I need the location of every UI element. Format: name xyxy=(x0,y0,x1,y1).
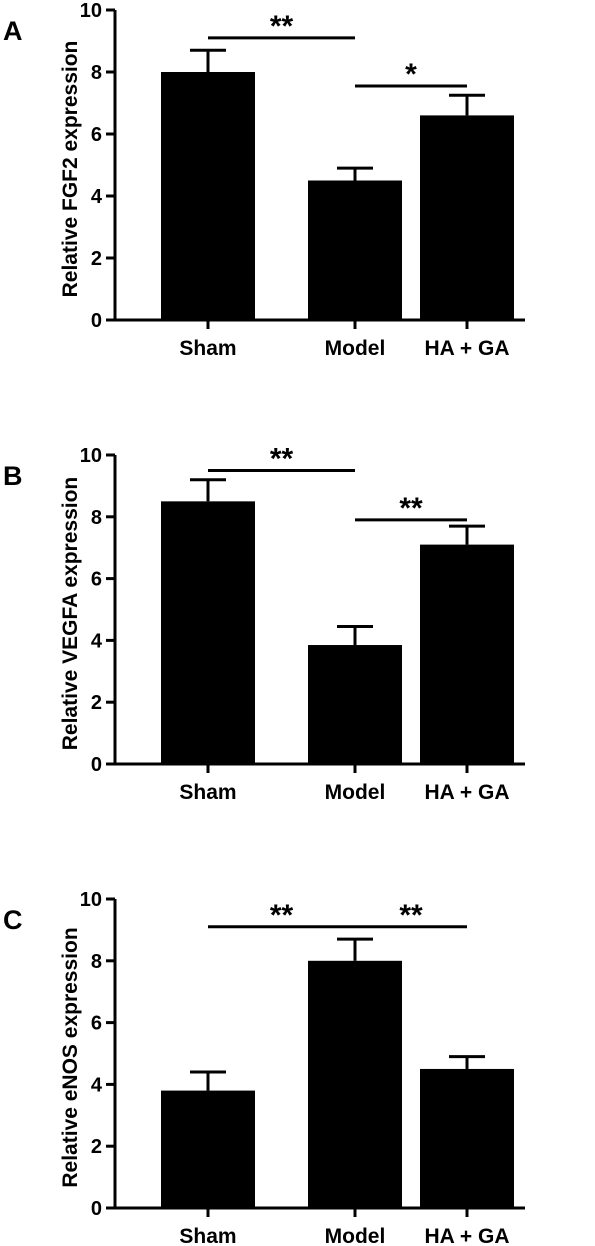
panel-c-y-tick-label: 10 xyxy=(80,889,102,911)
panel-a-bar xyxy=(161,72,255,320)
panel-a-x-tick-label: Model xyxy=(325,337,386,360)
panel-b-bar xyxy=(308,645,402,764)
panel-a-bar xyxy=(420,115,514,321)
panel-b-x-tick-label: Model xyxy=(325,781,386,804)
panel-c-significance-label: ** xyxy=(399,899,423,932)
panel-c-y-tick-label: 6 xyxy=(91,1013,102,1035)
panel-a-x-tick-label: Sham xyxy=(179,337,236,360)
panel-a-y-tick-label: 0 xyxy=(91,310,102,332)
panel-c-x-tick-label: Model xyxy=(325,1225,386,1246)
panel-c-x-tick-label: Sham xyxy=(179,1225,236,1246)
chart-panel-b: B Relative VEGFA expression 0 2 4 6 8 10 Sham Mod… xyxy=(3,442,525,804)
panel-b-y-tick-label: 0 xyxy=(91,754,102,776)
panel-b-y-axis-label: Relative VEGFA expression xyxy=(59,477,82,751)
panel-b-y-tick-label: 10 xyxy=(80,445,102,467)
panel-c-y-tick-label: 4 xyxy=(91,1074,103,1096)
panel-a-bar xyxy=(308,180,402,320)
panel-c-label: C xyxy=(3,905,23,935)
panel-a-y-tick-label: 4 xyxy=(91,186,103,208)
chart-panel-a: A Relative FGF2 expression 0 2 4 6 8 10 Sham Mode… xyxy=(3,0,525,360)
panel-c-x-tick-label: HA + GA xyxy=(425,1225,510,1246)
chart-panel-c: C Relative eNOS expression 0 2 4 6 8 10 Sham Mode… xyxy=(3,889,525,1246)
panel-a-significance-label: * xyxy=(405,58,417,91)
panel-a-x-tick-label: HA + GA xyxy=(425,337,510,360)
panel-c-significance-label: ** xyxy=(270,899,294,932)
panel-b-x-tick-label: HA + GA xyxy=(425,781,510,804)
panel-c-y-tick-label: 2 xyxy=(91,1136,102,1158)
panel-b-bar xyxy=(420,544,514,764)
panel-a-y-tick-label: 2 xyxy=(91,248,102,270)
panel-b-significance-label: ** xyxy=(399,492,423,525)
panel-b-y-tick-label: 6 xyxy=(91,569,102,591)
panel-a-label: A xyxy=(3,16,23,46)
panel-b-significance-label: ** xyxy=(270,442,294,475)
panel-b-bar xyxy=(161,501,255,764)
panel-c-bar xyxy=(161,1090,255,1208)
panel-b-x-tick-label: Sham xyxy=(179,781,236,804)
panel-a-y-tick-label: 8 xyxy=(91,62,102,84)
panel-a-y-axis-label: Relative FGF2 expression xyxy=(59,41,82,298)
panel-c-y-tick-label: 0 xyxy=(91,1198,102,1220)
panel-c-bar xyxy=(420,1068,514,1208)
panel-b-y-tick-label: 2 xyxy=(91,692,102,714)
panel-c-y-tick-label: 8 xyxy=(91,951,102,973)
panel-a-y-tick-label: 10 xyxy=(80,0,102,22)
panel-b-label: B xyxy=(3,461,23,491)
panel-c-bar xyxy=(308,960,402,1208)
panel-c-y-axis-label: Relative eNOS expression xyxy=(59,927,82,1187)
panel-b-y-tick-label: 8 xyxy=(91,507,102,529)
panel-a-y-tick-label: 6 xyxy=(91,124,102,146)
panel-a-significance-label: ** xyxy=(270,10,294,43)
panel-b-y-tick-label: 4 xyxy=(91,630,103,652)
